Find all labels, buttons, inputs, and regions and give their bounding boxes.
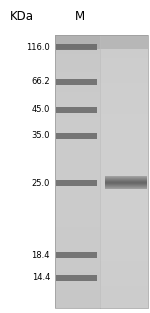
Text: 66.2: 66.2 bbox=[31, 78, 50, 86]
Bar bbox=[56, 252, 97, 258]
Text: 18.4: 18.4 bbox=[32, 250, 50, 259]
Bar bbox=[56, 107, 97, 113]
Bar bbox=[56, 44, 97, 50]
Bar bbox=[56, 133, 97, 139]
Bar bbox=[56, 275, 97, 281]
Bar bbox=[56, 79, 97, 85]
Text: M: M bbox=[75, 9, 85, 23]
Text: 25.0: 25.0 bbox=[32, 178, 50, 187]
Text: 35.0: 35.0 bbox=[32, 131, 50, 141]
Bar bbox=[55, 35, 148, 308]
Text: 45.0: 45.0 bbox=[32, 105, 50, 115]
Text: 116.0: 116.0 bbox=[26, 43, 50, 52]
Bar bbox=[56, 180, 97, 186]
Text: 14.4: 14.4 bbox=[32, 274, 50, 283]
Text: KDa: KDa bbox=[10, 9, 34, 23]
